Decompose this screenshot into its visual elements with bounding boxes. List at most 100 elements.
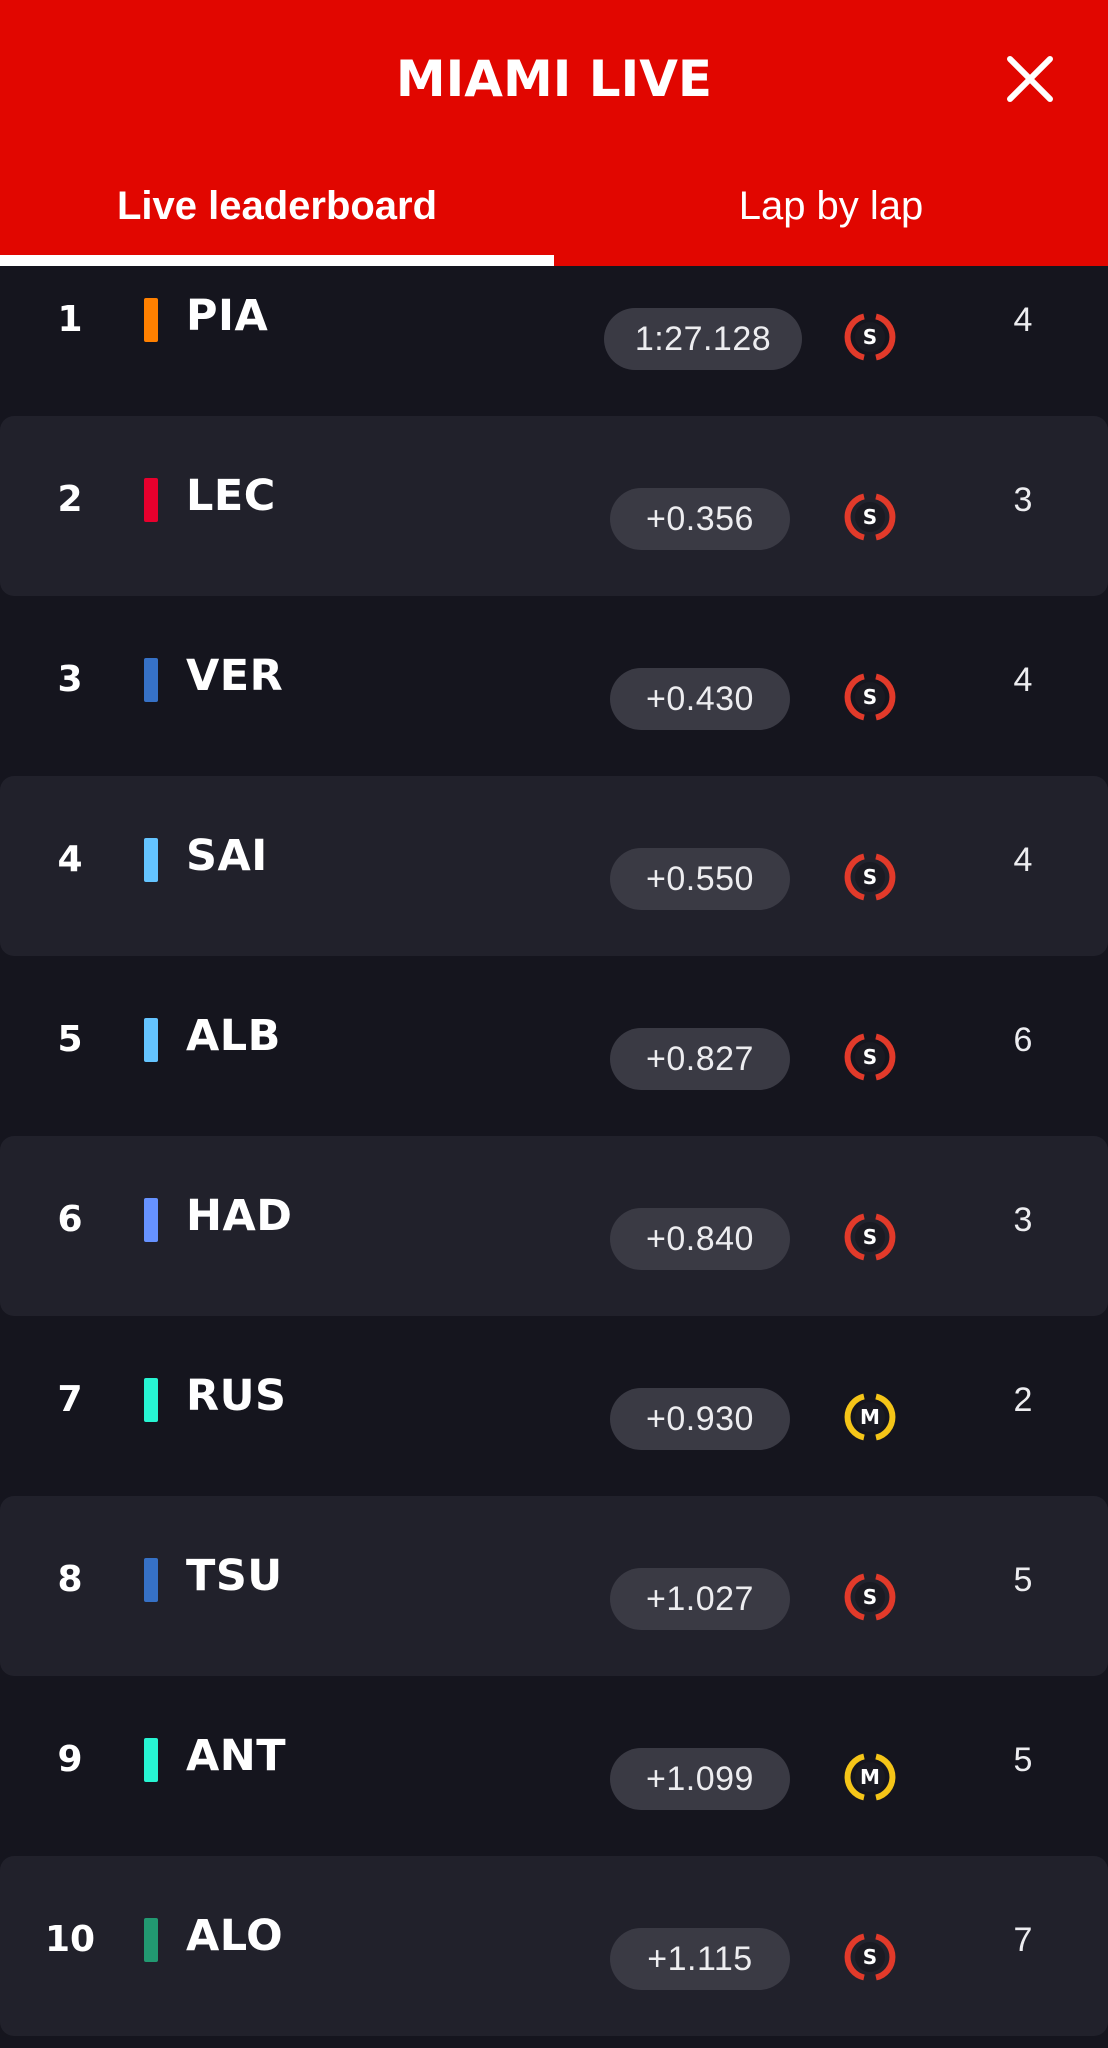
tyre-letter: M (860, 1765, 880, 1789)
tab-bar: Live leaderboard Lap by lap (0, 168, 1108, 266)
team-color-bar (144, 1198, 158, 1242)
tyre-letter: M (860, 1405, 880, 1429)
team-color-bar (144, 658, 158, 702)
driver-code: ALB (186, 1011, 281, 1061)
active-tab-indicator (0, 255, 554, 266)
position-number: 8 (57, 1559, 83, 1600)
leaderboard-row[interactable]: 3 VER +0.430 S 4 (0, 596, 1108, 776)
tyre-letter: S (863, 1045, 877, 1069)
tab-lap-by-lap[interactable]: Lap by lap (738, 184, 924, 228)
gap-pill: +1.115 (610, 1928, 790, 1990)
gap-pill: +0.430 (610, 668, 790, 730)
tyre-soft-icon: S (844, 1031, 896, 1083)
row-background (0, 1136, 1108, 1316)
team-color-bar (144, 1018, 158, 1062)
gap-pill: +0.930 (610, 1388, 790, 1450)
position-number: 1 (57, 299, 83, 340)
leaderboard-row[interactable]: 6 HAD +0.840 S 3 (0, 1136, 1108, 1316)
tyre-ring-left (844, 853, 865, 901)
tyre-soft-icon: S (844, 1931, 896, 1983)
laps-count: 4 (1013, 841, 1033, 879)
tyre-ring-right (875, 1393, 896, 1441)
tyre-soft-icon: S (844, 1211, 896, 1263)
tyre-soft-icon: S (844, 491, 896, 543)
leaderboard-row[interactable]: 10 ALO +1.115 S 7 (0, 1856, 1108, 2036)
tyre-medium-icon: M (844, 1391, 896, 1443)
tyre-center (855, 1402, 885, 1432)
team-color-bar (144, 1918, 158, 1962)
gap-pill: +1.099 (610, 1748, 790, 1810)
page-title: MIAMI LIVE (395, 50, 713, 108)
driver-code: TSU (186, 1551, 283, 1601)
leaderboard-row[interactable]: 4 SAI +0.550 S 4 (0, 776, 1108, 956)
laps-count: 5 (1013, 1741, 1033, 1779)
close-button[interactable] (990, 48, 1066, 110)
tab-live-leaderboard[interactable]: Live leaderboard (116, 184, 438, 228)
tyre-letter: S (863, 1585, 877, 1609)
leaderboard-row[interactable]: 1 PIA 1:27.128 S 4 (0, 236, 1108, 416)
laps-count: 6 (1013, 1021, 1033, 1059)
position-number: 2 (57, 479, 83, 520)
tyre-letter: S (863, 1945, 877, 1969)
tyre-ring-left (844, 1393, 865, 1441)
tyre-letter: S (863, 505, 877, 529)
team-color-bar (144, 1558, 158, 1602)
position-number: 7 (57, 1379, 83, 1420)
gap-pill: +0.840 (610, 1208, 790, 1270)
tyre-soft-icon: S (844, 671, 896, 723)
tyre-ring-left (844, 1213, 865, 1261)
tyre-ring-left (844, 1933, 865, 1981)
tyre-center (855, 1042, 885, 1072)
team-color-bar (144, 1378, 158, 1422)
tyre-ring-left (844, 313, 865, 361)
leaderboard-row[interactable]: 2 LEC +0.356 S 3 (0, 416, 1108, 596)
position-number: 9 (57, 1739, 83, 1780)
tyre-soft-icon: S (844, 311, 896, 363)
laps-count: 3 (1013, 481, 1033, 519)
row-background (0, 1856, 1108, 2036)
tyre-letter: S (863, 325, 877, 349)
laps-count: 4 (1013, 301, 1033, 339)
tyre-ring-right (875, 1933, 896, 1981)
tyre-center (855, 1222, 885, 1252)
lap-time-pill: 1:27.128 (604, 308, 802, 370)
leaderboard-row[interactable]: 8 TSU +1.027 S 5 (0, 1496, 1108, 1676)
tyre-ring-left (844, 493, 865, 541)
leaderboard-row[interactable]: 5 ALB +0.827 S 6 (0, 956, 1108, 1136)
tyre-ring-left (844, 1033, 865, 1081)
laps-count: 7 (1013, 1921, 1033, 1959)
tyre-center (855, 862, 885, 892)
driver-code: ALO (186, 1911, 284, 1961)
tyre-center (855, 1582, 885, 1612)
header-bar: MIAMI LIVE Live leaderboard Lap by lap (0, 0, 1108, 266)
team-color-bar (144, 838, 158, 882)
position-number: 5 (57, 1019, 83, 1060)
tyre-letter: S (863, 865, 877, 889)
team-color-bar (144, 298, 158, 342)
tyre-soft-icon: S (844, 851, 896, 903)
position-number: 4 (57, 839, 83, 880)
gap-pill: +0.356 (610, 488, 790, 550)
tyre-ring-right (875, 1033, 896, 1081)
tyre-ring-right (875, 313, 896, 361)
tyre-ring-right (875, 1573, 896, 1621)
tyre-soft-icon: S (844, 1571, 896, 1623)
team-color-bar (144, 478, 158, 522)
laps-count: 3 (1013, 1201, 1033, 1239)
tyre-center (855, 682, 885, 712)
leaderboard-row[interactable]: 9 ANT +1.099 M 5 (0, 1676, 1108, 1856)
position-number: 3 (57, 659, 83, 700)
leaderboard-row[interactable]: 7 RUS +0.930 M 2 (0, 1316, 1108, 1496)
laps-count: 5 (1013, 1561, 1033, 1599)
tyre-letter: S (863, 685, 877, 709)
tyre-medium-icon: M (844, 1751, 896, 1803)
tyre-ring-right (875, 1213, 896, 1261)
tyre-ring-right (875, 673, 896, 721)
tyre-ring-right (875, 1753, 896, 1801)
row-background (0, 1496, 1108, 1676)
driver-code: ANT (186, 1731, 287, 1781)
tyre-center (855, 322, 885, 352)
driver-code: LEC (186, 471, 276, 521)
tyre-center (855, 1762, 885, 1792)
tyre-ring-left (844, 1573, 865, 1621)
